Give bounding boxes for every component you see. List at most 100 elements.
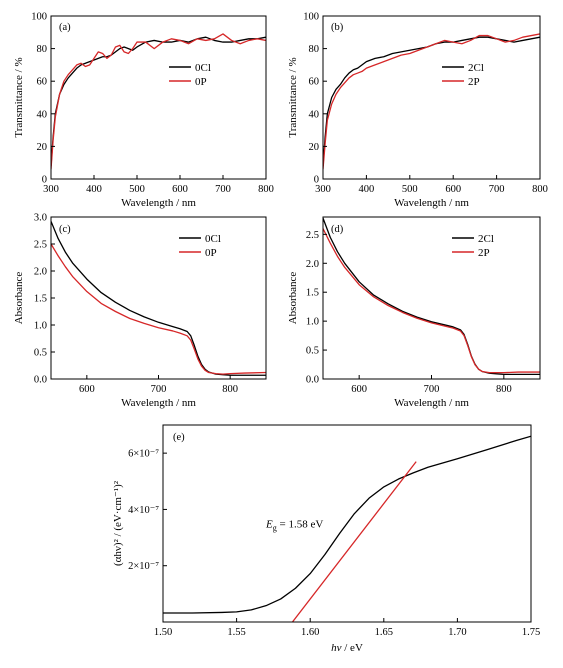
x-tick-label: 1.65 [375,627,393,638]
series-line-2cl [323,36,540,167]
x-tick-label: 800 [222,384,238,395]
x-tick-label: 400 [359,184,375,195]
x-axis-label: Wavelength / nm [394,397,469,409]
x-tick-label: 500 [129,184,145,195]
x-axis-label: hν / eV [331,642,363,654]
y-tick-label: 40 [309,109,320,120]
x-tick-label: 800 [496,384,512,395]
y-tick-label: 20 [309,142,320,153]
x-axis-label: Wavelength / nm [121,397,196,409]
legend-label: 0P [195,76,207,88]
y-tick-label: 2.5 [306,230,319,241]
y-tick-label: 2.5 [34,240,47,251]
y-axis-label: (αhν)² / (eV·cm⁻¹)² [112,480,124,566]
x-tick-label: 800 [532,184,548,195]
series-line-0p [51,33,266,170]
legend-label: 0P [205,247,217,259]
x-tick-label: 700 [215,184,231,195]
panel-label: (b) [331,22,344,33]
panel-e: 1.50 1.55 1.60 1.65 1.70 1.75 2×10⁻⁷ 4×10⁻⁷ 6×10… [112,424,540,654]
x-tick-label: 600 [445,184,461,195]
y-tick-label: 80 [37,44,48,55]
x-tick-label: 300 [315,184,331,195]
series-line-curve [163,435,531,614]
plot-frame [162,424,532,623]
panel-label: (e) [173,432,185,443]
x-tick-label: 1.50 [154,627,172,638]
x-tick-label: 700 [151,384,167,395]
x-tick-label: 1.55 [227,627,245,638]
y-tick-label: 4×10⁻⁷ [128,505,159,516]
series-line-0cl [51,36,266,167]
panel-label: (c) [59,224,71,235]
x-tick-label: 300 [43,184,59,195]
legend-label: 2P [478,247,490,259]
x-tick-label: 800 [258,184,274,195]
legend-label: 0Cl [195,62,211,74]
x-tick-label: 400 [86,184,102,195]
y-tick-label: 1.5 [34,294,47,305]
series-line-2p [323,33,540,170]
series-line-2cl [323,217,540,376]
x-axis-label: Wavelength / nm [121,197,196,209]
y-tick-label: 0.0 [34,375,47,386]
plot-frame [322,216,541,380]
x-tick-label: 500 [402,184,418,195]
x-tick-label: 600 [79,384,95,395]
series-line-2p [323,228,540,374]
y-axis-label: Absorbance [13,272,25,325]
y-tick-label: 1.5 [306,288,319,299]
x-tick-label: 1.75 [522,627,540,638]
x-tick-label: 1.60 [301,627,319,638]
y-tick-label: 0.5 [34,348,47,359]
panel-label: (d) [331,224,344,235]
legend-label: 2Cl [478,233,494,245]
x-tick-label: 600 [172,184,188,195]
x-tick-label: 700 [489,184,505,195]
y-tick-label: 20 [37,142,48,153]
series-line-tangent-fit [291,461,417,622]
bandgap-annotation: Eg = 1.58 eV [265,519,323,533]
y-axis-label: Transmittance / % [13,57,25,137]
y-tick-label: 60 [37,77,48,88]
series-line-0p [51,243,266,375]
y-tick-label: 2.0 [34,267,47,278]
panel-c: 600 700 800 0.0 0.5 1.0 1.5 2.0 2.5 3.0 Wavelength… [13,213,267,409]
y-tick-label: 1.0 [306,317,319,328]
panel-a: 300 400 500 600 700 800 0 20 40 60 80 100 Wavelength… [13,12,274,210]
plot-frame [322,15,541,180]
y-axis-label: Absorbance [287,272,299,325]
y-tick-label: 2×10⁻⁷ [128,561,159,572]
y-tick-label: 6×10⁻⁷ [128,449,159,460]
x-axis-label: Wavelength / nm [394,197,469,209]
y-axis-label: Transmittance / % [287,57,299,137]
x-tick-label: 700 [424,384,440,395]
series-line-0cl [51,221,266,376]
y-tick-label: 0 [42,175,47,186]
y-tick-label: 0.5 [306,346,319,357]
y-tick-label: 100 [31,12,47,23]
y-tick-label: 60 [309,77,320,88]
y-tick-label: 80 [309,44,320,55]
y-tick-label: 100 [303,12,319,23]
legend-label: 2Cl [468,62,484,74]
y-tick-label: 0.0 [306,375,319,386]
y-tick-label: 0 [314,175,319,186]
plot-frame [50,216,267,380]
legend-label: 0Cl [205,233,221,245]
x-tick-label: 600 [351,384,367,395]
y-tick-label: 1.0 [34,321,47,332]
y-tick-label: 40 [37,109,48,120]
panel-b: 300 400 500 600 700 800 0 20 40 60 80 100 Wavelength… [287,12,548,210]
y-tick-label: 2.0 [306,259,319,270]
legend-label: 2P [468,76,480,88]
panel-d: 600 700 800 0.0 0.5 1.0 1.5 2.0 2.5 Wavelength / … [287,216,541,409]
x-tick-label: 1.70 [448,627,466,638]
panel-label: (a) [59,22,71,33]
